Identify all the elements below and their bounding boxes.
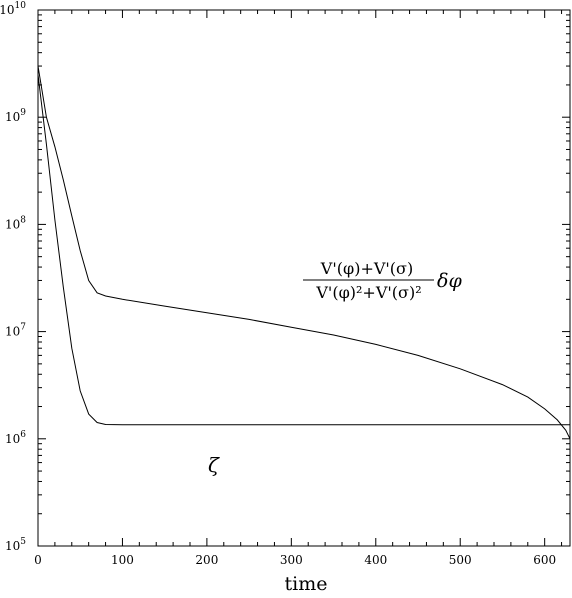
axis-ticks — [37, 9, 570, 547]
x-tick-label: 300 — [280, 553, 303, 567]
ratio-denominator: V'(φ)²+V'(σ)² — [315, 283, 421, 302]
x-tick-label: 200 — [195, 553, 218, 567]
ratio-annotation: V'(φ)+V'(σ) V'(φ)²+V'(σ)² δφ — [303, 259, 462, 302]
series-line-ratio_expr — [37, 66, 571, 440]
x-tick-labels: 0 100 200 300 400 500 600 — [34, 553, 556, 567]
y-tick-label: 105 — [5, 537, 26, 553]
y-tick-label: 1010 — [0, 1, 26, 17]
x-tick-label: 400 — [364, 553, 387, 567]
series-line-zeta — [37, 74, 570, 426]
y-tick-label: 107 — [5, 323, 26, 339]
zeta-label: ζ — [208, 453, 220, 477]
ratio-suffix: δφ — [437, 270, 462, 292]
x-tick-label: 600 — [533, 553, 556, 567]
x-axis-label: time — [285, 573, 328, 595]
series-group — [37, 66, 571, 440]
x-tick-label: 100 — [111, 553, 134, 567]
y-tick-label: 109 — [5, 108, 26, 124]
y-tick-label: 106 — [5, 430, 26, 446]
x-tick-label: 0 — [34, 553, 42, 567]
ratio-numerator: V'(φ)+V'(σ) — [320, 259, 413, 278]
x-tick-label: 500 — [449, 553, 472, 567]
y-tick-labels: 105 106 107 108 109 1010 — [0, 1, 26, 553]
plot-frame — [37, 9, 571, 547]
y-tick-label: 108 — [5, 215, 26, 231]
